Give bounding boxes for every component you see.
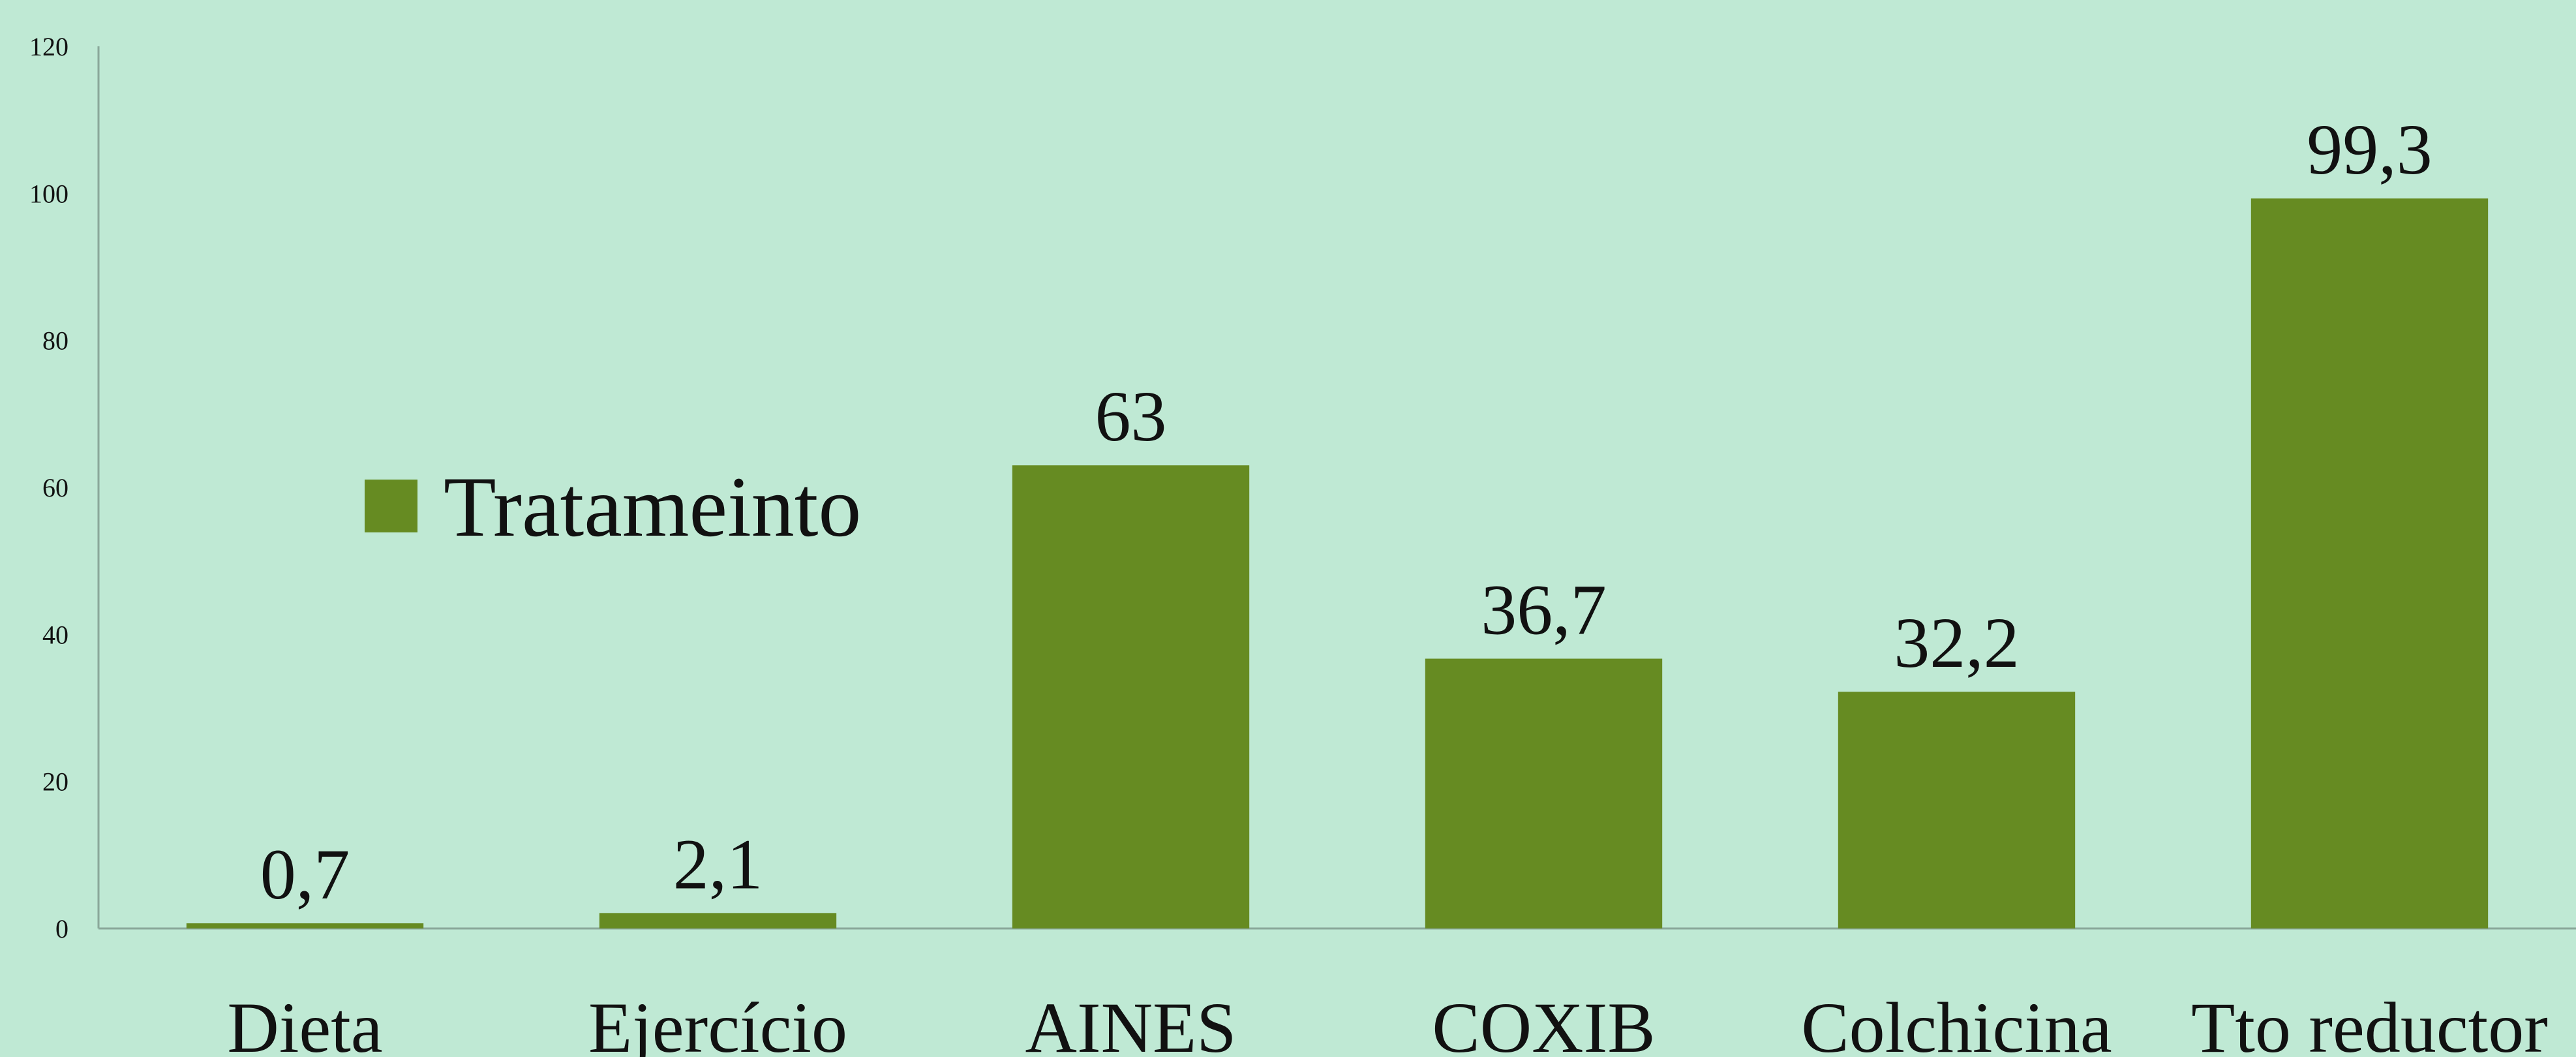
x-tick-label: Dieta xyxy=(227,988,382,1057)
y-tick-label: 20 xyxy=(42,767,68,797)
y-tick-label: 0 xyxy=(55,914,68,943)
y-tick-label: 100 xyxy=(29,179,68,208)
y-tick-label: 40 xyxy=(42,620,68,649)
bar xyxy=(2250,198,2489,929)
y-tick-label: 60 xyxy=(42,473,68,502)
y-tick-label: 80 xyxy=(42,326,68,356)
x-tick-label: Colchicina xyxy=(1801,988,2112,1057)
data-label: 36,7 xyxy=(1481,570,1607,650)
y-tick-label: 120 xyxy=(29,32,68,61)
bar xyxy=(1425,658,1663,928)
legend-swatch xyxy=(365,480,417,532)
data-label: 2,1 xyxy=(673,824,763,904)
data-label: 0,7 xyxy=(260,835,350,914)
bar xyxy=(1012,465,1250,928)
data-label: 63 xyxy=(1095,376,1167,456)
x-tick-label: COXIB xyxy=(1432,988,1655,1057)
x-tick-label: Tto reductor xyxy=(2191,988,2548,1057)
data-label: 99,3 xyxy=(2307,110,2432,189)
data-label: 32,2 xyxy=(1894,603,2020,682)
bar xyxy=(1838,692,2076,928)
bar xyxy=(599,913,837,928)
x-tick-label: Ejercício xyxy=(588,988,847,1057)
legend-label: Tratameinto xyxy=(444,459,861,555)
x-tick-label: AINES xyxy=(1025,988,1237,1057)
bar xyxy=(186,923,424,928)
